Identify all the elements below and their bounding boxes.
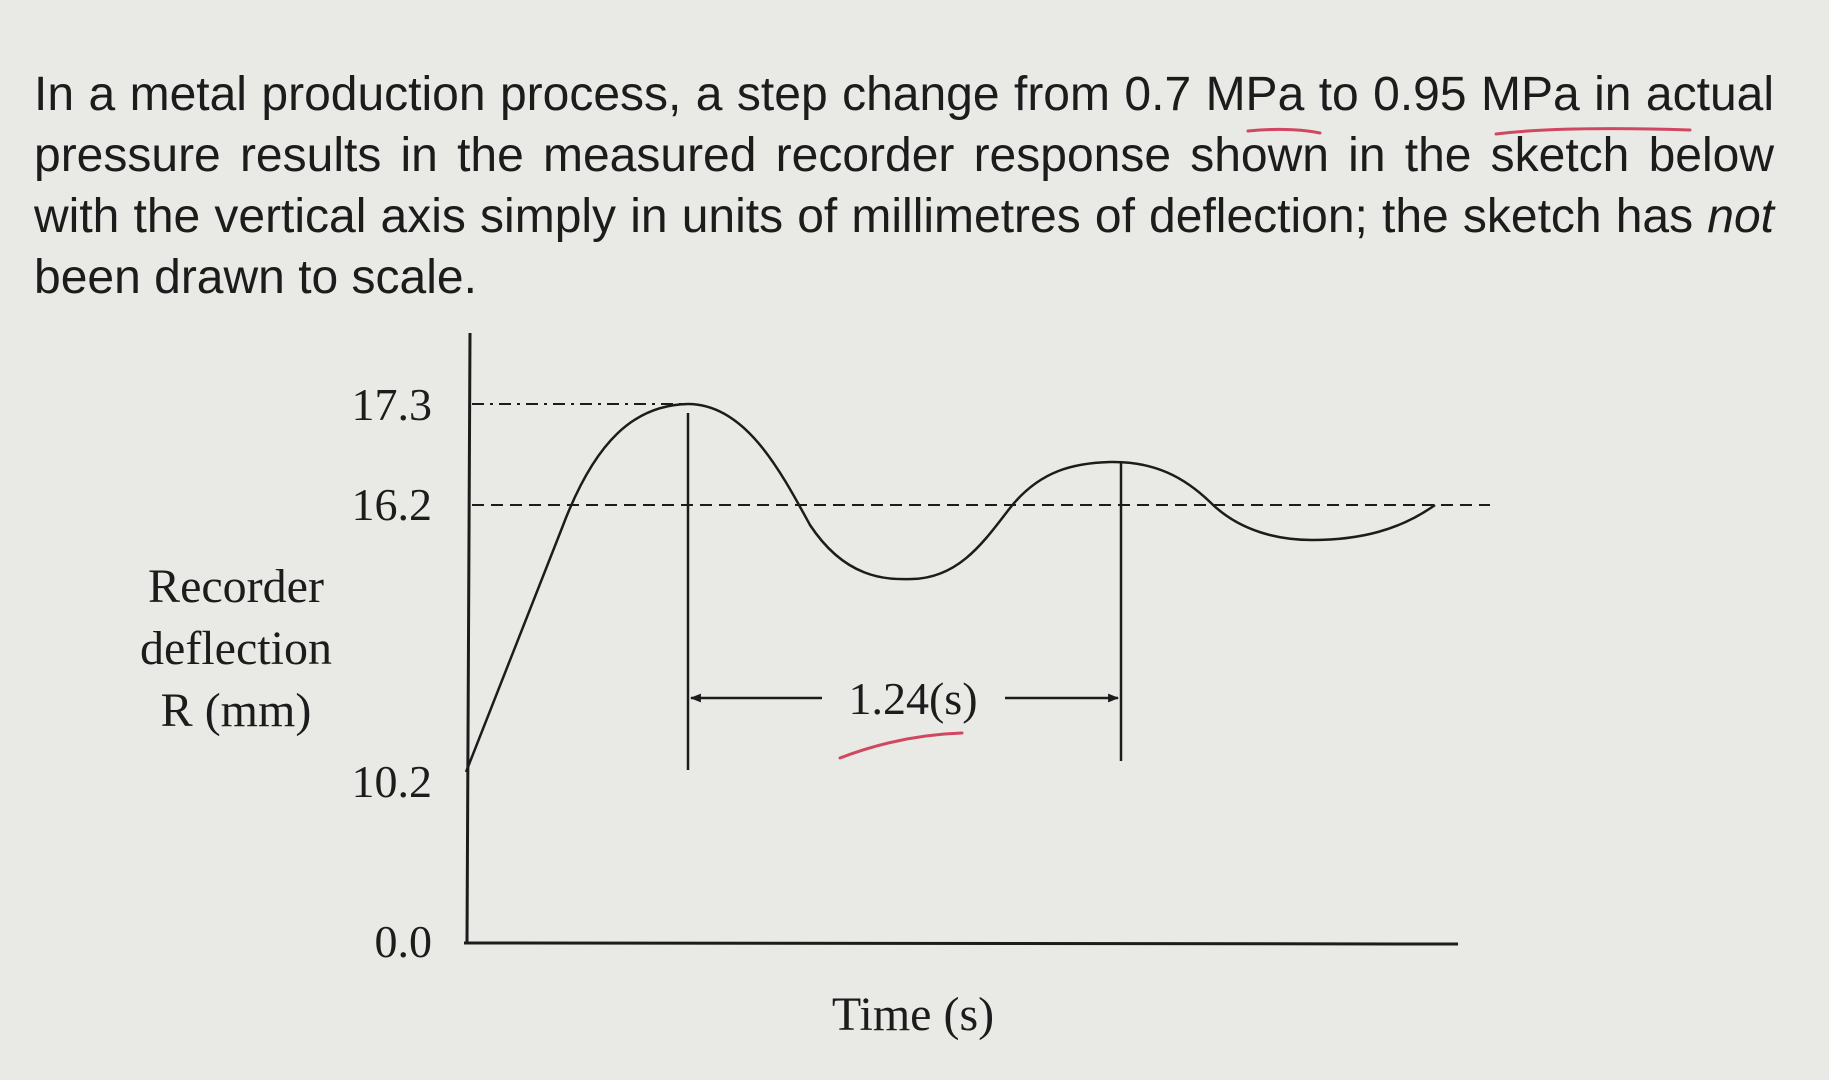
ytick-label-17-3: 17.3	[352, 379, 433, 430]
question-emphasis: not	[1707, 190, 1774, 243]
y-axis	[465, 332, 472, 944]
ytick-label-0-0: 0.0	[375, 916, 433, 967]
response-curve	[464, 402, 1436, 773]
pen-underline-scribble	[838, 127, 1692, 760]
ytick-label-16-2: 16.2	[352, 479, 433, 530]
pen-annotations	[838, 127, 1692, 760]
period-label: 1.24(s)	[848, 673, 977, 724]
question-text: In a metal production process, a step ch…	[34, 64, 1774, 308]
ylabel-line-2: deflection	[140, 622, 332, 675]
question-text-part-2: been drawn to scale.	[34, 251, 477, 304]
question-text-part-1: In a metal production process, a step ch…	[34, 68, 1774, 243]
xlabel: Time (s)	[832, 988, 994, 1041]
ylabel-line-3: R (mm)	[161, 684, 312, 737]
ytick-label-10-2: 10.2	[352, 756, 433, 807]
ylabel-line-1: Recorder	[148, 560, 324, 613]
x-axis	[463, 941, 1459, 946]
